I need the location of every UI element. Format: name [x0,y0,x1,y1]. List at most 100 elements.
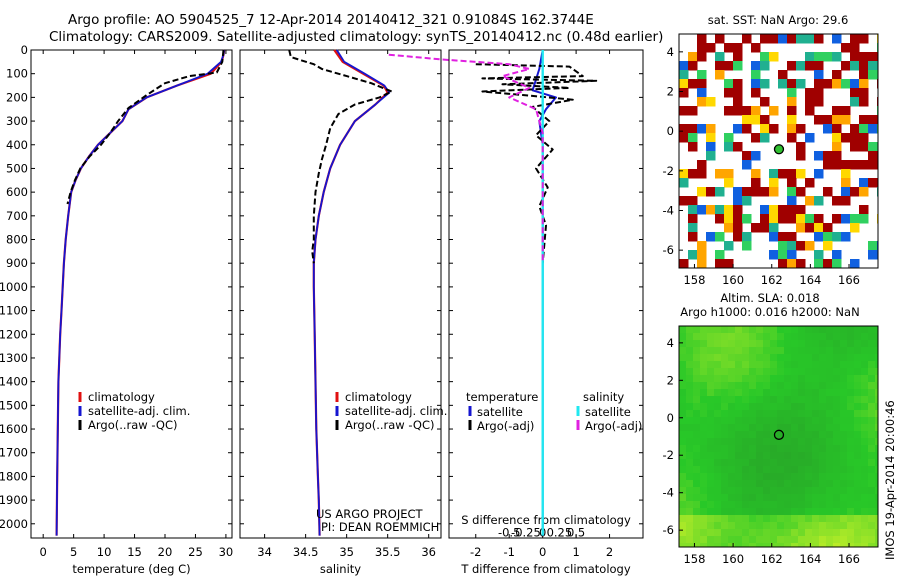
sla-cell [770,466,778,474]
sla-cell [749,396,757,404]
sla-cell [700,501,708,509]
sst-cell [823,151,833,161]
sst-cell [742,187,752,197]
sla-cell [784,382,792,390]
sla-cell [840,452,848,460]
sla-cell [868,361,876,369]
sst-cell [868,124,878,134]
sla-cell [861,473,869,481]
sla-cell [693,522,701,530]
sla-cell [693,361,701,369]
sla-cell [798,417,806,425]
sst-cell [778,241,788,251]
sst-cell [679,169,689,179]
sst-cell [742,214,752,224]
sla-cell [721,333,729,341]
sla-cell [826,340,834,348]
sla-cell [798,522,806,530]
sla-cell [791,466,799,474]
sla-cell [819,368,827,376]
sla-cell [728,543,736,547]
sla-cell [861,445,869,453]
sla-cell [735,459,743,467]
sla-cell [707,445,715,453]
sla-cell [840,333,848,341]
sla-cell [805,340,813,348]
sla-cell [875,368,878,376]
sla-cell [798,536,806,544]
sla-cell [861,452,869,460]
sla-cell [805,445,813,453]
sla-cell [826,431,834,439]
sla-cell [763,473,771,481]
sla-cell [728,368,736,376]
sla-cell [805,382,813,390]
sla-cell [819,487,827,495]
sla-cell [819,410,827,418]
sla-cell [756,508,764,516]
sst-cell [868,250,878,260]
sla-cell [833,396,841,404]
sst-cell [787,232,797,242]
series-line [475,63,598,264]
sla-cell [854,452,862,460]
sst-cell [715,205,725,215]
sla-cell [812,501,820,509]
sla-cell [728,487,736,495]
y-tick-label: 1300 [0,351,28,365]
sst-cell [751,223,761,233]
sla-cell [728,354,736,362]
sst-map-title: sat. SST: NaN Argo: 29.6 [708,13,849,27]
sst-cell [778,205,788,215]
sla-cell [868,431,876,439]
sla-cell [700,368,708,376]
sst-cell [769,214,779,224]
sla-cell [812,529,820,537]
sst-cell [742,160,752,170]
sst-cell [733,124,743,134]
sla-cell [763,445,771,453]
sst-cell [859,88,869,98]
sla-cell [798,382,806,390]
sla-cell [700,466,708,474]
sla-cell [840,396,848,404]
sla-cell [798,445,806,453]
sla-cell [686,354,694,362]
sla-cell [777,515,785,523]
sla-cell [742,501,750,509]
sla-cell [812,508,820,516]
sla-cell [854,501,862,509]
sst-cell [841,61,851,71]
sla-cell [763,396,771,404]
sla-cell [749,424,757,432]
sst-cell [805,241,815,251]
sla-cell [763,410,771,418]
sla-cell [721,508,729,516]
sla-cell [868,501,876,509]
sla-cell [791,389,799,397]
sst-cell [805,88,815,98]
sst-cell [724,61,734,71]
sla-cell [868,522,876,530]
sla-cell [721,431,729,439]
sla-cell [812,354,820,362]
sla-cell [679,438,687,446]
sla-cell [819,515,827,523]
sla-cell [686,326,694,334]
sla-cell [875,466,878,474]
sla-cell [721,501,729,509]
sla-cell [735,515,743,523]
sla-cell [784,347,792,355]
map-frame [678,33,879,269]
sla-cell [707,375,715,383]
sla-cell [707,382,715,390]
sla-cell [791,536,799,544]
sst-cell [706,142,716,152]
sla-cell [833,452,841,460]
sla-cell [770,361,778,369]
sla-cell [798,403,806,411]
sst-cell [796,124,806,134]
sst-cell [706,232,716,242]
sla-cell [847,501,855,509]
sst-cell [778,79,788,89]
